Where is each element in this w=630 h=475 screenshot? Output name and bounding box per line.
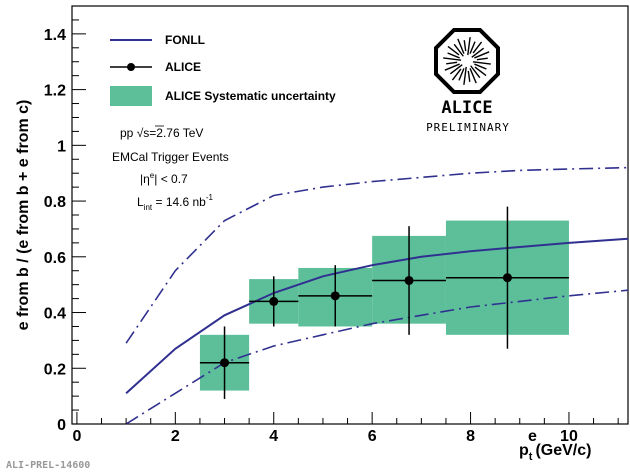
alice-logo: ALICE PRELIMINARY	[426, 28, 510, 134]
logo-ray	[469, 68, 477, 84]
data-marker	[502, 273, 512, 283]
data-marker	[220, 358, 230, 368]
fonll-curves	[125, 166, 629, 425]
logo-ray	[470, 65, 481, 79]
logo-ray	[447, 52, 460, 59]
info-energy-value: =2.76 TeV	[149, 126, 203, 140]
logo-ray	[469, 41, 476, 54]
logo-ray	[467, 70, 471, 82]
alice-data-point	[445, 206, 569, 349]
x-tick-label: 4	[269, 428, 278, 445]
fonll-central-curve	[125, 237, 629, 395]
y-tick-label: 0.2	[44, 361, 66, 378]
legend-alice-label: ALICE	[165, 60, 201, 74]
info-energy-prefix: pp	[120, 126, 137, 140]
legend-fonll-label: FONLL	[165, 33, 205, 47]
data-marker	[269, 296, 279, 306]
systematic-boxes	[199, 220, 569, 391]
x-tick-label: 8	[466, 428, 475, 445]
logo-ray	[447, 45, 460, 56]
logo-ray	[443, 57, 462, 61]
alice-data-points	[199, 206, 569, 399]
y-tick-label: 0.6	[44, 250, 66, 267]
logo-ray	[474, 66, 487, 77]
x-axis-title: pt (GeV/c)	[519, 442, 591, 463]
y-tick-label: 1.2	[44, 83, 66, 100]
logo-ray	[472, 61, 491, 65]
fonll-lower-curve	[125, 289, 629, 425]
logo-rays	[443, 37, 491, 85]
legend-systematic-box	[110, 86, 152, 106]
logo-ray	[446, 61, 458, 65]
logo-ray	[457, 38, 465, 54]
info-energy-sqrt: √	[137, 126, 144, 140]
info-lumi-sup: -1	[206, 193, 214, 202]
info-trigger: EMCal Trigger Events	[112, 150, 229, 164]
legend-alice-marker	[127, 63, 135, 71]
logo-ray	[463, 66, 467, 85]
y-tick-label: 1.4	[44, 27, 66, 44]
alice-data-point	[199, 326, 250, 399]
info-eta-rest: | < 0.7	[154, 172, 188, 186]
logo-ray	[463, 40, 467, 52]
alice-data-point	[372, 226, 446, 335]
logo-ray	[474, 51, 490, 59]
logo-ray	[451, 68, 462, 81]
logo-octagon	[434, 28, 500, 94]
logo-alice-word: ALICE	[441, 98, 492, 118]
logo-ray	[472, 41, 483, 54]
x-axis-ticks: 0 2 4 6 8 10	[72, 412, 619, 445]
logo-ray	[453, 43, 464, 57]
x-axis-title-sub: t	[529, 451, 533, 463]
logo-ray	[458, 68, 465, 81]
legend: FONLL ALICE ALICE Systematic uncertainty	[110, 33, 336, 106]
info-energy-s: s	[143, 126, 149, 140]
alice-data-point	[298, 265, 373, 327]
y-tick-label: 1	[57, 138, 66, 155]
info-annotations: pp √s=2.76 TeV EMCal Trigger Events |ηe|…	[112, 125, 229, 212]
logo-ray	[467, 37, 471, 56]
logo-ray	[476, 57, 488, 61]
x-tick-label: 2	[171, 428, 180, 445]
logo-ray	[444, 63, 460, 71]
y-tick-label: 0	[57, 417, 66, 434]
x-axis-title-unit: (GeV/c)	[535, 442, 591, 459]
data-marker	[404, 275, 414, 285]
info-eta-sup: e	[150, 171, 155, 180]
logo-preliminary: PRELIMINARY	[426, 121, 510, 134]
logo-ray	[474, 63, 487, 70]
x-axis-title-sup: e	[528, 428, 537, 445]
info-eta-main: |η	[140, 172, 150, 186]
info-energy: pp √s=2.76 TeV	[120, 126, 203, 140]
y-tick-label: 0.4	[44, 306, 66, 323]
x-tick-label: 6	[368, 428, 377, 445]
legend-systematic-label: ALICE Systematic uncertainty	[165, 89, 336, 103]
data-marker	[330, 291, 340, 301]
info-lumi-main: L	[137, 195, 144, 209]
info-eta: |ηe| < 0.7	[140, 171, 188, 186]
info-lumi-sub: int	[144, 203, 153, 212]
alice-data-point	[249, 276, 299, 327]
y-axis-title: e from b / (e from b + e from c)	[15, 100, 32, 331]
y-axis-ticks: 0 0.2 0.4 0.6 0.8 1 1.2 1.4	[44, 5, 86, 434]
x-tick-label: 0	[72, 428, 81, 445]
plot-frame	[71, 5, 629, 425]
x-axis-title-main: p	[519, 442, 529, 459]
fonll-upper-curve	[125, 166, 629, 344]
y-tick-label: 0.8	[44, 194, 66, 211]
logo-ray	[449, 64, 463, 75]
figure-id-label: ALI-PREL-14600	[6, 460, 90, 471]
info-lumi: Lint = 14.6 nb-1	[137, 193, 214, 212]
info-lumi-rest: = 14.6 nb	[152, 195, 206, 209]
logo-ray	[471, 47, 485, 58]
x-tick-label: 10	[560, 428, 578, 445]
